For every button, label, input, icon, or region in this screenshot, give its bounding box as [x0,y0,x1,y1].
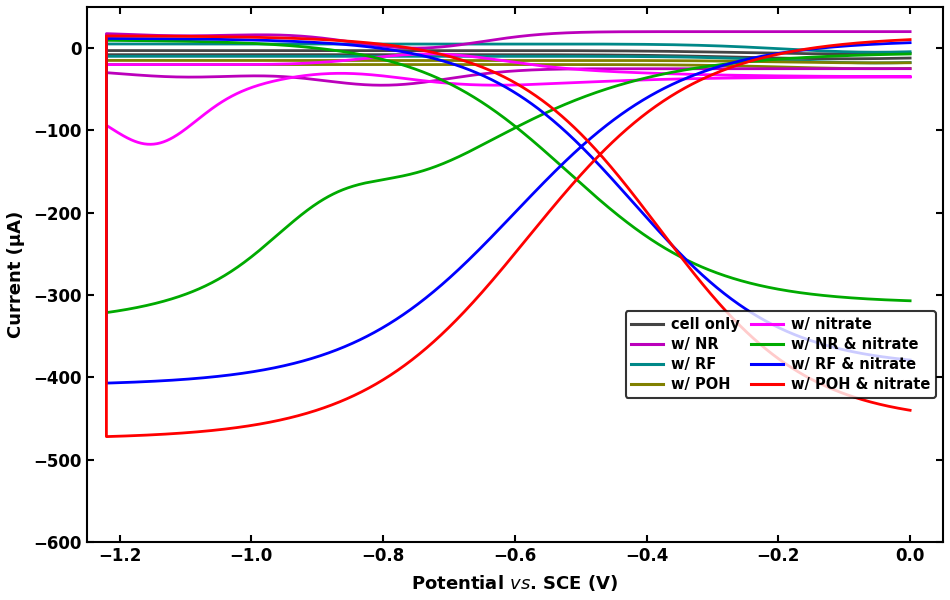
X-axis label: Potential $\mathit{vs}$. SCE (V): Potential $\mathit{vs}$. SCE (V) [411,573,618,593]
Legend: cell only, w/ NR, w/ RF, w/ POH, w/ nitrate, w/ NR & nitrate, w/ RF & nitrate, w: cell only, w/ NR, w/ RF, w/ POH, w/ nitr… [625,311,936,398]
Y-axis label: Current (μA): Current (μA) [7,211,25,338]
